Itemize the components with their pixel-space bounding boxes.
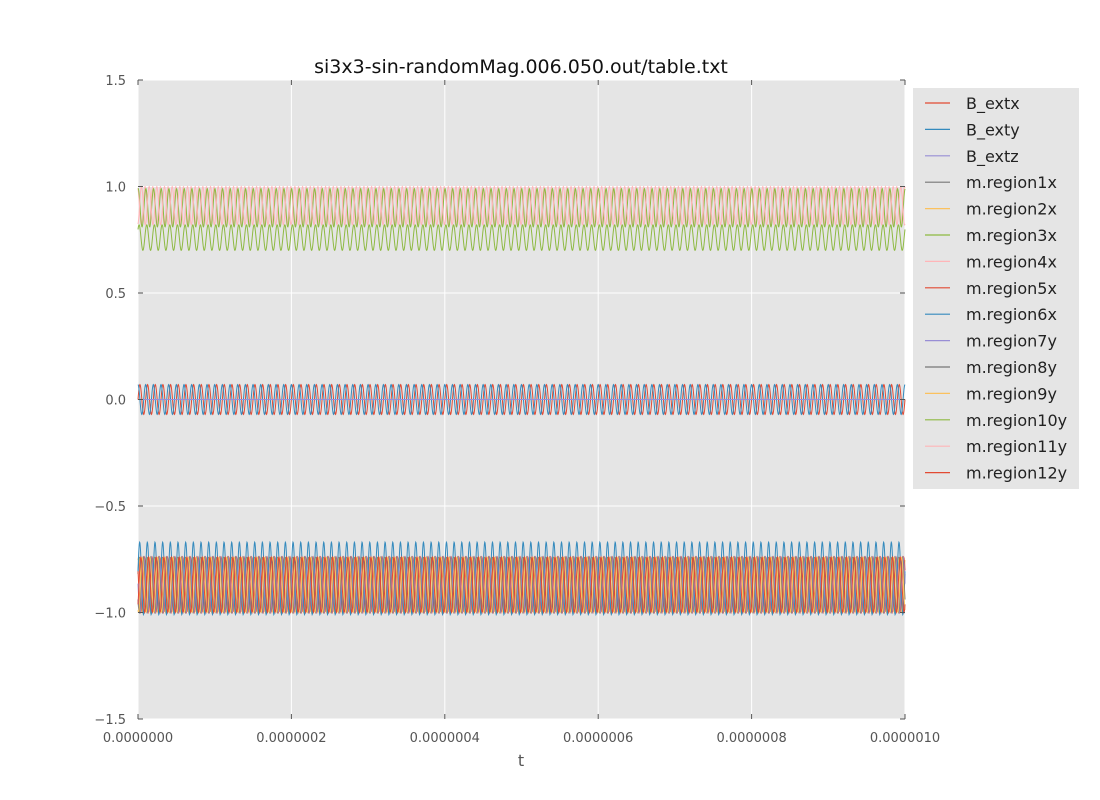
y-tick-label: −1.5 [94, 713, 126, 728]
y-tick-label: −0.5 [94, 500, 126, 515]
legend-label: m.region2x [966, 200, 1057, 219]
legend-label: m.region4x [966, 252, 1057, 271]
y-tick-label: 1.0 [105, 181, 126, 196]
x-tick-label: 0.0000000 [103, 731, 173, 746]
legend-label: m.region10y [966, 411, 1067, 430]
legend: B_extx B_exty B_extz m.region1x m.region2x m.… [913, 88, 1079, 489]
legend-box [913, 88, 1079, 489]
axis-ticks [137, 79, 906, 720]
series-lines [137, 185, 906, 617]
legend-label: m.region8y [966, 358, 1057, 377]
legend-label: m.region9y [966, 384, 1057, 403]
x-axis-label: t [518, 751, 524, 770]
y-axis-tick-labels: 1.5 1.0 0.5 0.0 −0.5 −1.0 −1.5 [94, 74, 126, 728]
series-line-m-region10y [137, 187, 906, 228]
legend-label: B_extx [966, 94, 1020, 114]
legend-label: m.region11y [966, 437, 1067, 456]
x-axis-tick-labels: 0.0000000 0.0000002 0.0000004 0.0000006 0.00… [103, 731, 940, 746]
y-tick-label: −1.0 [94, 607, 126, 622]
legend-label: m.region3x [966, 226, 1057, 245]
legend-label: m.region5x [966, 279, 1057, 298]
legend-label: m.region1x [966, 173, 1057, 192]
x-tick-label: 0.0000002 [256, 731, 326, 746]
series-line-m-region6x [137, 540, 906, 617]
x-tick-label: 0.0000010 [870, 731, 940, 746]
y-tick-label: 0.0 [105, 394, 126, 409]
legend-label: B_exty [966, 120, 1020, 140]
legend-label: m.region12y [966, 464, 1067, 483]
legend-label: m.region7y [966, 332, 1057, 351]
y-tick-label: 1.5 [105, 74, 126, 89]
legend-label: m.region6x [966, 305, 1057, 324]
x-tick-label: 0.0000008 [716, 731, 786, 746]
series-line-b-exty [137, 383, 906, 416]
legend-label: B_extz [966, 147, 1019, 167]
chart-title: si3x3-sin-randomMag.006.050.out/table.tx… [314, 56, 728, 78]
series-line-m-region3x [137, 224, 906, 252]
series-line-m-region12y [137, 555, 906, 615]
y-tick-label: 0.5 [105, 287, 126, 302]
series-line-m-region11y [137, 185, 906, 226]
x-tick-label: 0.0000006 [563, 731, 633, 746]
x-tick-label: 0.0000004 [410, 731, 480, 746]
